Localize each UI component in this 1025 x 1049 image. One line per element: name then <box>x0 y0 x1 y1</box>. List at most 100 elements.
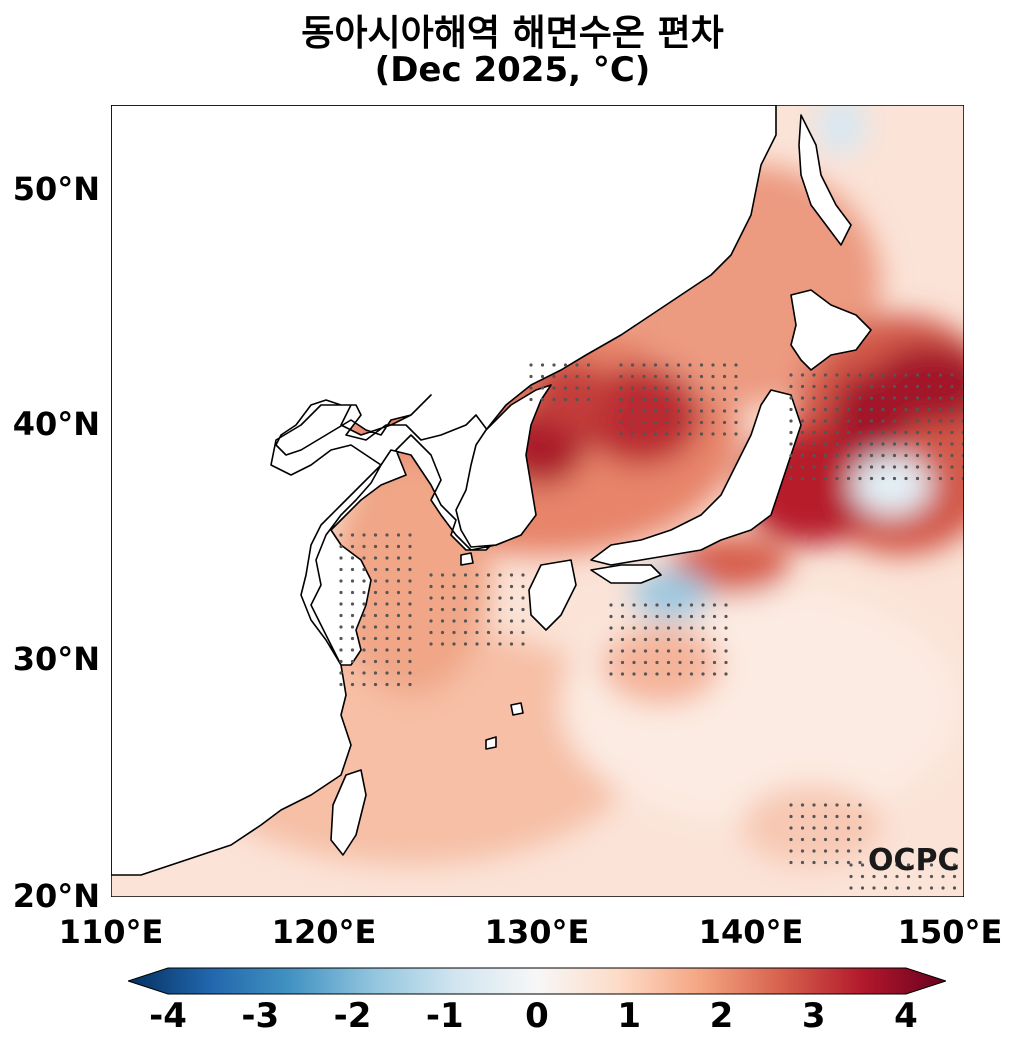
significance-dot <box>869 453 874 458</box>
significance-dot <box>509 619 514 623</box>
significance-dot <box>712 672 717 676</box>
significance-dot <box>712 614 717 619</box>
significance-dot <box>529 363 533 367</box>
colorbar-tick-label: -2 <box>333 996 372 1036</box>
significance-dot <box>630 432 635 436</box>
significance-dot <box>789 453 793 458</box>
significance-dot <box>858 453 862 458</box>
significance-dot <box>620 660 625 665</box>
significance-dot <box>575 374 579 379</box>
significance-dot <box>666 614 671 619</box>
significance-dot <box>563 386 568 390</box>
significance-dot <box>915 430 920 435</box>
significance-dot <box>653 374 658 379</box>
significance-dot <box>655 603 659 607</box>
significance-dot <box>835 373 839 377</box>
significance-dot <box>373 590 378 595</box>
significance-dot <box>575 363 579 367</box>
significance-dot <box>892 453 897 458</box>
significance-dot <box>373 556 378 560</box>
significance-dot <box>789 860 793 865</box>
significance-dot <box>408 648 412 652</box>
significance-dot <box>812 396 816 400</box>
significance-dot <box>929 874 934 879</box>
significance-dot <box>724 649 728 653</box>
significance-dot <box>724 660 728 665</box>
significance-dot <box>653 420 658 425</box>
significance-dot <box>858 476 862 481</box>
significance-dot <box>927 384 931 389</box>
significance-dot <box>927 396 931 400</box>
significance-dot <box>812 442 816 446</box>
significance-dot <box>396 659 401 664</box>
significance-dot <box>812 384 816 389</box>
colorbar <box>128 967 946 995</box>
significance-dot <box>858 396 862 400</box>
significance-dot <box>883 863 888 867</box>
significance-dot <box>904 373 908 377</box>
significance-dot <box>463 584 468 589</box>
significance-dot <box>712 660 717 665</box>
significance-dot <box>918 874 922 879</box>
significance-dot <box>586 397 591 402</box>
colorbar-tick-label: -3 <box>241 996 280 1036</box>
significance-dot <box>521 619 525 623</box>
significance-dot <box>895 863 899 867</box>
significance-dot <box>475 630 479 635</box>
significance-dot <box>385 567 389 572</box>
colorbar-tick-label: 4 <box>894 996 918 1036</box>
significance-dot <box>906 874 911 879</box>
significance-dot <box>676 374 681 379</box>
significance-dot <box>823 419 828 423</box>
significance-dot <box>812 826 816 830</box>
significance-dot <box>724 637 728 642</box>
significance-dot <box>630 397 635 402</box>
significance-dot <box>688 386 692 390</box>
significance-dot <box>655 660 659 665</box>
significance-dot <box>800 430 805 435</box>
significance-dot <box>619 397 623 402</box>
significance-dot <box>643 672 648 676</box>
significance-dot <box>860 886 865 890</box>
significance-dot <box>509 607 514 612</box>
significance-dot <box>929 886 934 890</box>
significance-dot <box>789 442 793 446</box>
significance-dot <box>938 419 943 423</box>
significance-dot <box>529 374 533 379</box>
significance-dot <box>642 397 646 402</box>
significance-dot <box>701 626 705 630</box>
significance-dot <box>812 860 816 865</box>
significance-dot <box>665 386 669 390</box>
significance-dot <box>396 602 401 606</box>
significance-dot <box>362 556 366 560</box>
significance-dot <box>396 567 401 572</box>
significance-dot <box>385 579 389 583</box>
significance-dot <box>835 803 839 807</box>
significance-dot <box>408 533 412 537</box>
significance-dot <box>429 619 433 623</box>
significance-dot <box>869 407 874 412</box>
significance-dot <box>858 465 862 469</box>
significance-dot <box>396 682 401 687</box>
significance-dot <box>408 636 412 641</box>
significance-dot <box>486 584 491 589</box>
significance-dot <box>724 603 728 607</box>
significance-dot <box>408 567 412 572</box>
significance-dot <box>869 373 874 377</box>
significance-dot <box>339 648 343 652</box>
significance-dot <box>812 803 816 807</box>
significance-dot <box>927 476 931 481</box>
significance-dot <box>835 814 839 819</box>
significance-dot <box>498 642 502 646</box>
significance-dot <box>941 863 945 867</box>
significance-dot <box>711 420 715 425</box>
significance-dot <box>463 573 468 577</box>
significance-dot <box>858 384 862 389</box>
significance-dot <box>642 386 646 390</box>
significance-dot <box>396 590 401 595</box>
significance-dot <box>869 430 874 435</box>
significance-dot <box>630 374 635 379</box>
significance-dot <box>858 419 862 423</box>
significance-dot <box>812 373 816 377</box>
significance-dot <box>452 584 456 589</box>
